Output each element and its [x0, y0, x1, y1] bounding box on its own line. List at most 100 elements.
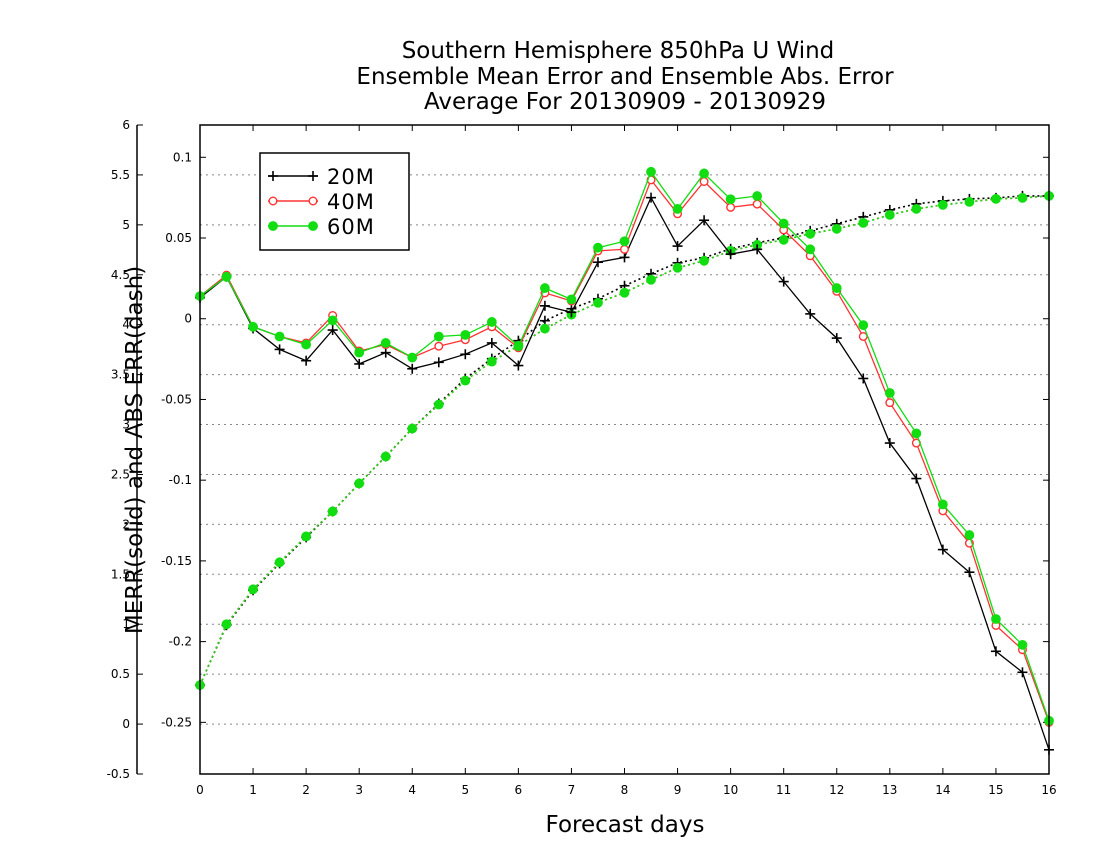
- merr-point: [858, 373, 869, 384]
- series-20M-merr: [195, 192, 1054, 755]
- merr-point: [248, 321, 258, 332]
- merr-point: [752, 199, 762, 209]
- x-axis-tick-label: 9: [674, 783, 682, 797]
- legend-label: 60M: [327, 215, 375, 239]
- merr-point: [513, 360, 524, 371]
- series-20M-abs-err: [195, 190, 1054, 691]
- merr-point: [646, 192, 657, 203]
- left-axis-tick-label: 3.5: [111, 368, 130, 382]
- x-axis-tick-label: 3: [355, 783, 363, 797]
- abs-err-point: [354, 478, 365, 489]
- left-axis-tick-label: -0.5: [107, 767, 130, 781]
- abs-err-point: [407, 423, 418, 434]
- abs-err-point: [248, 584, 258, 595]
- merr-point: [937, 499, 948, 510]
- legend-marker: [268, 171, 278, 181]
- inner-axis-tick-label: 0.1: [173, 150, 192, 164]
- merr-point: [407, 352, 418, 363]
- inner-axis-tick-label: -0.1: [169, 473, 192, 487]
- merr-point: [725, 194, 736, 205]
- merr-point: [699, 177, 709, 187]
- x-axis-tick-label: 0: [196, 783, 204, 797]
- abs-err-point: [486, 356, 497, 367]
- merr-point: [831, 283, 842, 293]
- abs-err-point: [778, 234, 789, 245]
- merr-point: [354, 347, 365, 358]
- merr-point: [911, 473, 922, 484]
- merr-point: [513, 341, 524, 352]
- merr-point: [858, 320, 869, 331]
- merr-point: [726, 202, 736, 212]
- inner-axis-tick-label: -0.15: [161, 554, 192, 568]
- x-axis: 0 1 2 3 4 5 6 7 8 9 10 11 12 13 14 15 16: [196, 125, 1057, 797]
- series-layer: [195, 166, 1054, 755]
- merr-point: [858, 331, 868, 341]
- title-line-3: Average For 20130909 - 20130929: [424, 89, 826, 115]
- abs-err-line: [199, 195, 1050, 686]
- merr-point: [566, 307, 577, 318]
- abs-err-point: [460, 375, 471, 386]
- left-axis: -0.5 0 0.5 1 1.5 2 2.5 3 3.5 4 4.5 5 5.5 6: [107, 118, 143, 781]
- merr-point: [805, 244, 816, 255]
- abs-err-point: [619, 287, 630, 298]
- merr-point: [911, 428, 922, 439]
- merr-point: [221, 271, 232, 282]
- abs-err-point: [540, 323, 550, 334]
- merr-point: [885, 398, 895, 408]
- left-axis-tick-label: 2: [122, 517, 130, 531]
- abs-err-point: [858, 217, 869, 228]
- series-60M-abs-err: [195, 190, 1054, 691]
- legend-marker: [268, 196, 278, 206]
- title-line-2: Ensemble Mean Error and Ensemble Abs. Er…: [356, 64, 894, 90]
- merr-point: [699, 168, 709, 179]
- x-axis-tick-label: 6: [515, 783, 523, 797]
- merr-point: [964, 567, 975, 578]
- inner-axis-tick-label: -0.2: [169, 635, 192, 649]
- merr-point: [778, 218, 789, 229]
- merr-point: [990, 646, 1001, 657]
- inner-axis-tick-label: 0.05: [165, 231, 192, 245]
- merr-point: [460, 329, 471, 340]
- x-axis-tick-label: 12: [829, 783, 844, 797]
- abs-err-point: [884, 209, 895, 220]
- abs-err-point: [301, 531, 312, 542]
- left-axis-tick-label: 1: [122, 617, 130, 631]
- merr-point: [354, 358, 365, 369]
- merr-point: [460, 349, 471, 360]
- merr-point: [486, 337, 497, 348]
- x-axis-label: Forecast days: [546, 812, 705, 838]
- x-axis-tick-label: 2: [302, 783, 310, 797]
- plot-frame: [199, 124, 1050, 775]
- merr-point: [619, 236, 630, 247]
- merr-point: [407, 363, 418, 374]
- abs-err-line: [199, 195, 1050, 686]
- left-axis-tick-label: 0: [122, 717, 130, 731]
- abs-err-point: [327, 506, 338, 517]
- title-line-1: Southern Hemisphere 850hPa U Wind: [402, 38, 835, 64]
- x-axis-tick-label: 7: [568, 783, 576, 797]
- merr-point: [884, 388, 895, 398]
- merr-point: [327, 325, 338, 336]
- abs-err-point: [964, 196, 975, 207]
- merr-point: [620, 244, 630, 254]
- x-axis-tick-label: 5: [461, 783, 469, 797]
- merr-point: [646, 166, 656, 177]
- abs-err-point: [805, 228, 816, 239]
- abs-err-point: [699, 255, 709, 266]
- left-axis-tick-label: 2.5: [111, 467, 130, 481]
- merr-point: [566, 294, 577, 305]
- merr-point: [805, 308, 816, 319]
- merr-point: [752, 244, 763, 255]
- x-axis-tick-label: 10: [723, 783, 738, 797]
- merr-point: [964, 530, 975, 540]
- left-axis-tick-label: 0.5: [111, 667, 130, 681]
- merr-point: [991, 614, 1001, 624]
- inner-axis-tick-label: -0.05: [161, 392, 192, 406]
- abs-err-point: [274, 557, 285, 568]
- left-axis-tick-label: 3: [122, 418, 130, 432]
- merr-line: [199, 196, 1050, 751]
- merr-point: [433, 357, 444, 368]
- merr-point: [725, 249, 736, 260]
